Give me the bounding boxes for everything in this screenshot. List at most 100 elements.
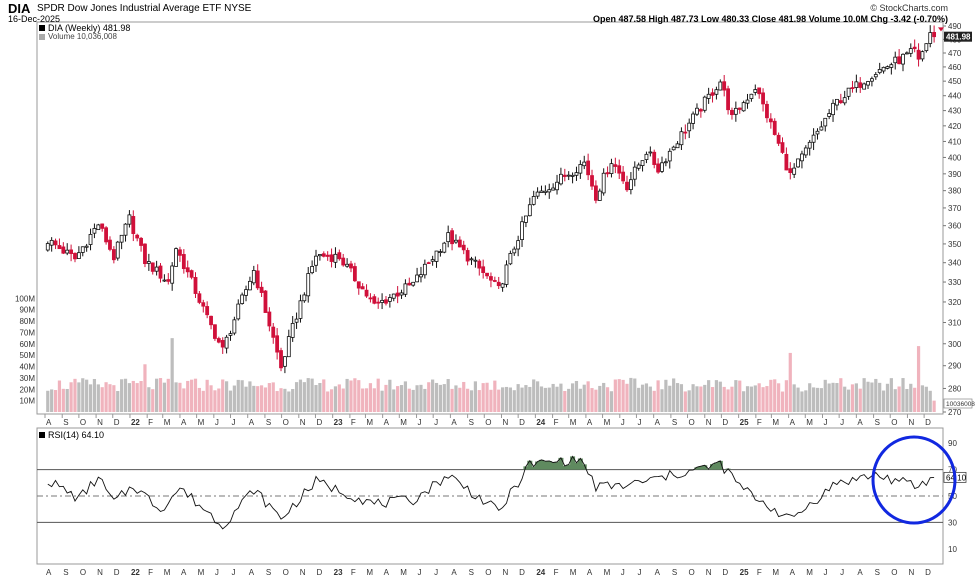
candle-body	[244, 289, 248, 296]
volume-bar	[905, 388, 909, 412]
x-label-top: J	[231, 418, 235, 427]
volume-bar	[761, 387, 765, 412]
volume-bar	[337, 384, 341, 412]
volume-bar	[104, 382, 108, 412]
candle-body	[628, 179, 633, 191]
price-legend-text: DIA (Weekly) 481.98	[48, 23, 131, 33]
volume-bar	[112, 385, 116, 412]
candle-body	[255, 270, 260, 289]
candle-body	[551, 187, 556, 191]
candle-body	[450, 230, 454, 245]
candle-body	[430, 259, 435, 262]
volume-bar	[151, 389, 155, 412]
candle-body	[419, 274, 423, 278]
volume-bar	[909, 383, 913, 412]
x-label-top: J	[215, 418, 219, 427]
candle-body	[80, 246, 85, 253]
volume-bar	[477, 390, 481, 412]
x-label-bottom: M	[772, 568, 779, 577]
volume-bar	[532, 379, 536, 412]
x-label-top: F	[757, 418, 762, 427]
volume-bar	[252, 385, 256, 412]
candle-body	[279, 350, 283, 369]
volume-bar	[357, 380, 361, 412]
volume-bar	[427, 382, 431, 412]
candle-body	[263, 290, 268, 313]
volume-bar	[516, 384, 520, 412]
candle-body	[792, 167, 797, 175]
price-axis: 270 280 290 300 310 320 330 340 350 360 370 380 390 4…	[938, 22, 975, 417]
candle-body	[341, 257, 346, 266]
volume-bar	[504, 386, 509, 412]
x-label-top: A	[857, 418, 863, 427]
x-label-top: S	[469, 418, 474, 427]
price-tick-label: 370	[948, 204, 962, 213]
candle-body	[613, 164, 618, 167]
volume-bar	[116, 391, 120, 412]
x-label-bottom: 23	[334, 568, 343, 577]
x-label-top: 22	[131, 418, 140, 427]
price-tick-label: 460	[948, 63, 962, 72]
x-label-top: D	[519, 418, 525, 427]
volume-bar	[131, 380, 135, 412]
volume-bar	[691, 384, 695, 412]
volume-bar	[835, 383, 839, 412]
volume-bar	[640, 384, 645, 412]
candle-body	[100, 223, 105, 229]
candle-body	[314, 255, 318, 266]
candle-body	[271, 326, 276, 338]
x-label-bottom: O	[283, 568, 289, 577]
candle-body	[150, 262, 155, 272]
candle-body	[349, 263, 353, 269]
candle-body	[687, 122, 692, 132]
candle-body	[520, 221, 524, 240]
volume-bar	[108, 384, 112, 412]
price-legend-swatch	[39, 25, 45, 31]
volume-bar	[773, 379, 777, 412]
candle-body	[84, 245, 89, 248]
volume-bar	[228, 390, 233, 412]
x-label-bottom: S	[875, 568, 880, 577]
x-label-bottom: J	[621, 568, 625, 577]
candle-body	[310, 266, 315, 274]
security-name: SPDR Dow Jones Industrial Average ETF NY…	[37, 3, 251, 14]
price-tick-label: 430	[948, 107, 962, 116]
candle-body	[621, 171, 626, 182]
volume-bar	[85, 379, 89, 412]
volume-bar	[96, 384, 100, 412]
volume-bar	[827, 383, 831, 412]
volume-bar	[302, 382, 306, 412]
volume-bar	[73, 378, 77, 412]
candle-body	[364, 289, 369, 297]
candle-body	[302, 294, 307, 302]
rsi-legend-text: RSI(14) 64.10	[48, 430, 105, 440]
candle-body	[426, 262, 431, 265]
candle-body	[146, 261, 151, 264]
volume-bar	[621, 379, 625, 412]
candle-body	[53, 240, 58, 246]
candle-body	[512, 248, 517, 254]
candle-body	[636, 164, 641, 169]
volume-bar	[197, 387, 201, 412]
candle-body	[823, 117, 828, 127]
volume-bar	[333, 386, 338, 412]
candle-body	[901, 53, 905, 65]
volume-bar	[100, 387, 104, 412]
volume-bar	[920, 385, 925, 412]
volume-bar	[660, 389, 664, 412]
candle-body	[559, 173, 563, 185]
candle-body	[660, 162, 664, 172]
x-label-top: M	[772, 418, 779, 427]
candle-body	[850, 87, 855, 90]
price-tick-label: 380	[948, 187, 962, 196]
price-tick-label: 320	[948, 298, 962, 307]
volume-bar	[749, 386, 754, 412]
volume-bar	[469, 390, 474, 412]
candle-body	[912, 46, 917, 50]
volume-bar	[353, 378, 357, 412]
candle-body	[329, 254, 334, 262]
candle-body	[776, 134, 781, 144]
volume-bar	[567, 388, 571, 412]
candle-body	[831, 102, 835, 116]
candle-body	[819, 126, 824, 131]
